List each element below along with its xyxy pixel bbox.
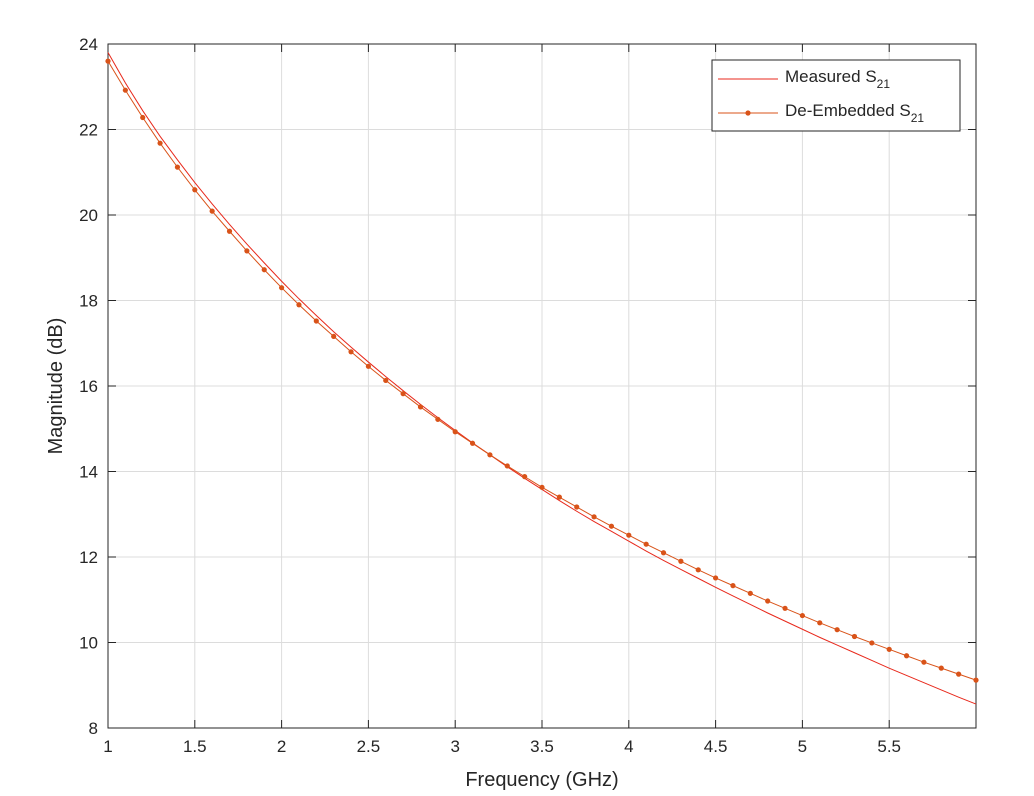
legend-marker-deembedded xyxy=(745,110,751,116)
y-tick-label: 8 xyxy=(89,719,98,738)
data-point xyxy=(782,605,788,611)
data-point xyxy=(209,208,215,214)
legend-label-deembedded: De-Embedded S21 xyxy=(785,101,924,125)
y-tick-label: 24 xyxy=(79,35,98,54)
data-point xyxy=(400,391,406,397)
y-axis-label: Magnitude (dB) xyxy=(45,318,67,455)
data-point xyxy=(417,404,424,410)
data-point xyxy=(765,598,771,604)
y-tick-label: 14 xyxy=(79,463,98,482)
x-tick-labels: 1 1.5 2 2.5 3 3.5 4 4.5 5 5.5 xyxy=(103,737,901,756)
data-point xyxy=(435,416,441,422)
data-point xyxy=(192,187,198,193)
data-point xyxy=(244,248,250,254)
x-tick-label: 3 xyxy=(450,737,459,756)
legend-label-measured: Measured S21 xyxy=(785,67,890,91)
data-point xyxy=(469,440,476,446)
data-point xyxy=(157,140,163,146)
data-point xyxy=(903,653,910,659)
data-point xyxy=(296,302,302,308)
grid xyxy=(107,43,976,729)
data-point xyxy=(539,484,545,490)
data-point xyxy=(695,567,701,573)
data-point xyxy=(383,377,389,384)
data-point xyxy=(331,333,337,340)
tick-marks xyxy=(107,43,976,729)
x-tick-label: 1 xyxy=(103,737,112,756)
data-point xyxy=(174,164,181,170)
data-point xyxy=(522,474,528,480)
data-point xyxy=(226,228,233,234)
data-point xyxy=(574,504,580,510)
y-tick-label: 20 xyxy=(79,206,98,225)
y-tick-label: 12 xyxy=(79,548,98,567)
data-point xyxy=(713,575,719,581)
x-tick-label: 1.5 xyxy=(183,737,207,756)
data-point xyxy=(279,285,285,291)
x-tick-label: 4.5 xyxy=(704,737,728,756)
data-point xyxy=(747,590,753,596)
data-point xyxy=(660,550,667,556)
data-point xyxy=(956,671,962,677)
x-tick-label: 4 xyxy=(624,737,633,756)
x-axis-label: Frequency (GHz) xyxy=(465,769,618,791)
data-point xyxy=(313,318,319,324)
data-point xyxy=(678,558,684,564)
data-point xyxy=(921,659,927,665)
data-point xyxy=(504,463,510,469)
y-tick-labels: 8 10 12 14 16 18 20 22 24 xyxy=(79,35,98,738)
data-point xyxy=(643,541,649,547)
data-point xyxy=(817,620,823,626)
legend-entry-measured: Measured S21 xyxy=(718,67,890,91)
series-layer xyxy=(105,52,979,705)
data-point xyxy=(938,665,944,671)
data-point xyxy=(452,429,458,435)
y-tick-label: 10 xyxy=(79,634,98,653)
data-point xyxy=(487,452,493,458)
data-point xyxy=(869,640,875,646)
legend: Measured S21 De-Embedded S21 xyxy=(711,59,961,132)
data-point xyxy=(626,532,632,538)
y-tick-label: 16 xyxy=(79,377,98,396)
y-tick-label: 22 xyxy=(79,121,98,140)
data-point xyxy=(591,514,597,520)
y-tick-label: 18 xyxy=(79,292,98,311)
legend-entry-deembedded: De-Embedded S21 xyxy=(718,101,924,125)
data-point xyxy=(140,114,146,121)
data-point xyxy=(608,523,615,529)
x-tick-label: 2 xyxy=(277,737,286,756)
legend-box xyxy=(711,59,961,132)
x-tick-label: 3.5 xyxy=(530,737,554,756)
data-point xyxy=(261,267,267,273)
series-1 xyxy=(105,58,979,683)
x-tick-label: 5.5 xyxy=(877,737,901,756)
x-tick-label: 2.5 xyxy=(357,737,381,756)
data-point xyxy=(851,633,858,640)
data-point xyxy=(799,612,806,619)
data-point xyxy=(122,87,128,93)
data-point xyxy=(730,583,736,589)
data-point xyxy=(556,494,562,500)
data-point xyxy=(973,677,979,683)
data-point xyxy=(348,349,354,355)
data-point xyxy=(365,363,371,369)
data-point xyxy=(886,646,892,652)
data-point xyxy=(834,627,840,633)
x-tick-label: 5 xyxy=(798,737,807,756)
data-point xyxy=(105,58,111,64)
